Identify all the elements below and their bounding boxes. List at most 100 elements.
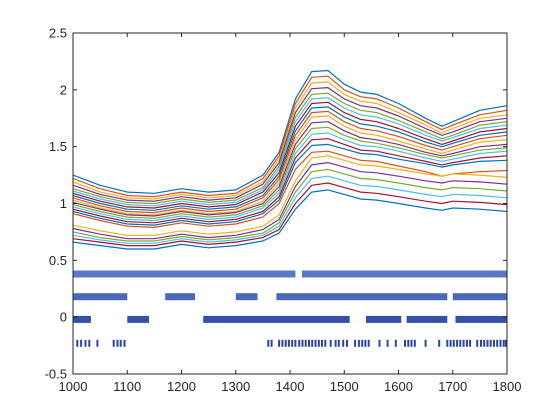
spectrum-line	[72, 132, 508, 222]
band-tick	[386, 339, 389, 347]
band-segment	[366, 315, 402, 323]
band-segment	[73, 270, 296, 278]
band-tick	[88, 339, 91, 347]
band-tick	[410, 339, 413, 347]
band-tick	[291, 339, 294, 347]
spectrum-line	[72, 138, 508, 224]
band-tick	[438, 339, 441, 347]
x-tick-label: 1200	[167, 379, 196, 394]
spectrum-line	[72, 189, 508, 250]
band-segment	[452, 293, 508, 301]
selection-bands	[73, 270, 508, 347]
band-tick	[304, 339, 307, 347]
spectrum-line	[72, 87, 508, 202]
x-tick-label: 1500	[330, 379, 359, 394]
y-tick-label: 0.5	[49, 253, 67, 268]
band-tick	[449, 339, 452, 347]
band-tick	[301, 339, 304, 347]
band-tick	[80, 339, 83, 347]
band-tick	[483, 339, 486, 347]
band-tick	[84, 339, 87, 347]
spectrum-line	[72, 75, 508, 198]
band-tick	[123, 339, 126, 347]
spectrum-line	[72, 92, 508, 205]
band-segment	[73, 315, 91, 323]
band-tick	[281, 339, 284, 347]
band-segment	[406, 315, 448, 323]
spectrum-line	[72, 182, 508, 247]
band-tick	[489, 339, 492, 347]
band-tick	[465, 339, 468, 347]
y-tick-label: 2.5	[49, 26, 67, 41]
spectrum-line	[72, 168, 508, 242]
band-tick	[329, 339, 332, 347]
band-tick	[116, 339, 119, 347]
band-tick	[284, 339, 287, 347]
x-tick-label: 1400	[276, 379, 305, 394]
band-tick	[480, 339, 482, 347]
band-tick	[287, 339, 290, 347]
band-tick	[361, 339, 364, 347]
band-segment	[301, 270, 507, 278]
x-tick-label: 1700	[438, 379, 467, 394]
band-tick	[354, 339, 357, 347]
x-tick-label: 1100	[113, 379, 141, 394]
band-tick	[346, 339, 348, 347]
spectrum-line	[72, 81, 508, 200]
band-tick	[424, 339, 427, 347]
y-axis-ticks: -0.5 0 0.5 1 1.5 2 2.5	[45, 26, 507, 382]
band-tick	[493, 339, 495, 347]
x-axis-ticks: 1000 1100 1200 1300 1400 1500 1600 1700 1800	[59, 33, 521, 394]
band-tick	[486, 339, 489, 347]
band-segment	[165, 293, 195, 301]
band-tick	[321, 339, 323, 347]
spectrum-line	[72, 121, 508, 217]
band-tick	[469, 339, 472, 347]
band-tick	[462, 339, 465, 347]
band-tick	[298, 339, 301, 347]
band-tick	[119, 339, 122, 347]
band-tick	[364, 339, 367, 347]
band-segment	[127, 315, 149, 323]
spectrum-line	[72, 101, 508, 209]
spectrum-line	[72, 106, 508, 211]
x-tick-label: 1600	[384, 379, 413, 394]
band-tick	[337, 339, 340, 347]
y-tick-label: 1	[60, 196, 67, 211]
band-tick	[96, 339, 99, 347]
x-tick-label: 1000	[59, 379, 88, 394]
y-tick-label: 1.5	[49, 139, 67, 154]
band-tick	[278, 339, 281, 347]
band-tick	[308, 339, 310, 347]
spectrum-line	[72, 69, 508, 194]
band-tick	[499, 339, 502, 347]
band-tick	[324, 339, 327, 347]
spectrum-line	[72, 162, 508, 240]
spectrum-line	[72, 150, 508, 228]
band-tick	[504, 339, 507, 347]
x-tick-label: 1300	[221, 379, 250, 394]
spectrum-line	[72, 155, 508, 236]
band-tick	[342, 339, 345, 347]
band-tick	[407, 339, 410, 347]
band-segment	[455, 315, 507, 323]
band-tick	[357, 339, 360, 347]
spectral-lines	[72, 69, 508, 250]
band-tick	[112, 339, 115, 347]
band-tick	[446, 339, 449, 347]
band-tick	[270, 339, 273, 347]
y-tick-label: -0.5	[45, 367, 67, 382]
spectrum-line	[72, 126, 508, 219]
spectrum-line	[72, 143, 508, 226]
band-tick	[459, 339, 462, 347]
band-tick	[456, 339, 459, 347]
band-tick	[294, 339, 297, 347]
band-segment	[276, 293, 448, 301]
band-tick	[404, 339, 406, 347]
band-tick	[334, 339, 337, 347]
band-tick	[76, 339, 79, 347]
band-tick	[317, 339, 320, 347]
band-tick	[476, 339, 479, 347]
spectrum-line	[72, 175, 508, 244]
